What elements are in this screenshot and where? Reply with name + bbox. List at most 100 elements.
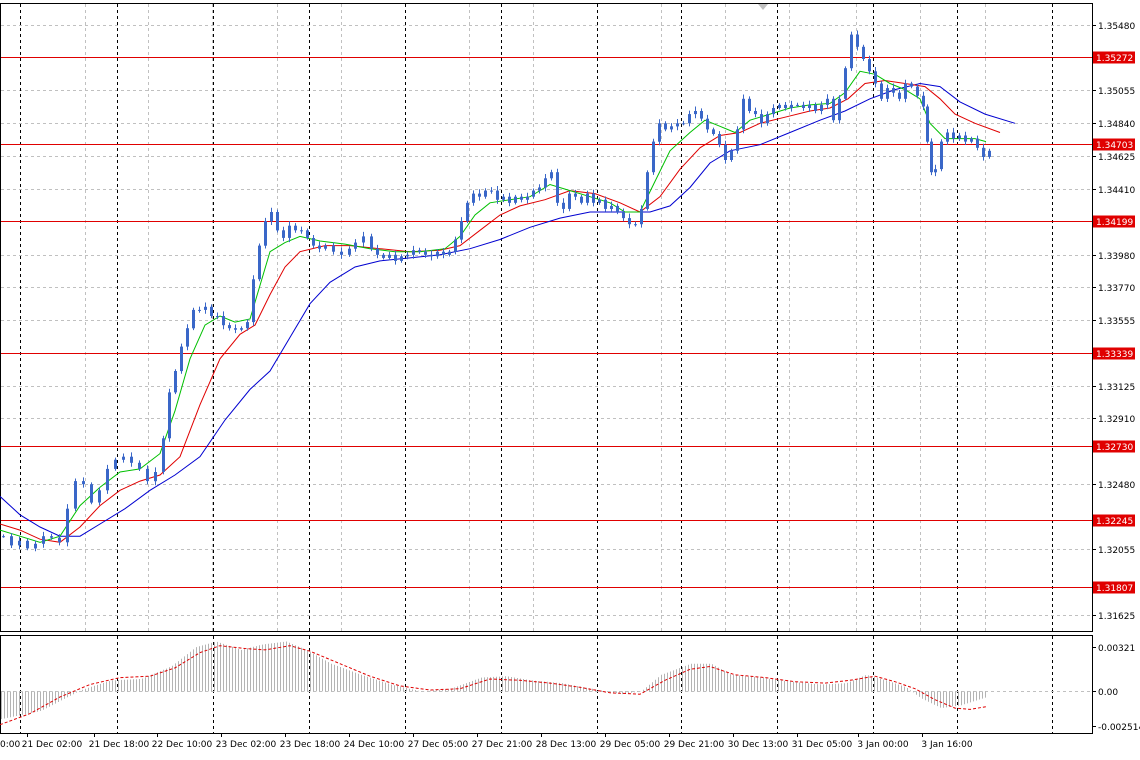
candle-body (802, 104, 805, 108)
candle-body (98, 490, 101, 503)
candle-body (306, 230, 309, 238)
time-tick-label: 27 Dec 21:00 (472, 740, 533, 750)
candle-body (162, 438, 165, 472)
price-tick-label: 1.33555 (1098, 317, 1135, 327)
candle-body (168, 392, 171, 439)
candle-body (332, 245, 335, 252)
candle-body (472, 193, 475, 203)
time-tick-label: 24 Dec 10:00 (344, 740, 405, 750)
time-tick-label: 21 Dec 02:00 (22, 740, 83, 750)
candle-body (394, 254, 397, 261)
level-label-box (1093, 440, 1135, 453)
candle-body (138, 462, 141, 469)
candle-body (114, 459, 117, 469)
candle-body (362, 236, 365, 243)
candle-body (724, 144, 727, 160)
candle-body (646, 172, 649, 209)
time-tick-label: 30 Dec 13:00 (728, 740, 789, 750)
candle-body (400, 256, 403, 261)
candle-body (730, 150, 733, 160)
candle-body (748, 98, 751, 111)
candle-body (146, 468, 149, 482)
time-tick-label: 27 Dec 05:00 (408, 740, 469, 750)
candle-body (622, 212, 625, 219)
candle-body (874, 71, 877, 84)
axes: 1.35480 1.35055 1.34840 1.34625 1.34410 1.339… (0, 22, 1140, 750)
candle-body (222, 316, 225, 326)
candle-body (814, 104, 817, 111)
candle-body (538, 187, 541, 191)
level-label: 1.33339 (1096, 350, 1133, 360)
candle-body (246, 322, 249, 329)
candle-body (982, 147, 985, 157)
level-label: 1.34199 (1096, 218, 1133, 228)
candle-body (808, 104, 811, 108)
candle-body (448, 251, 451, 255)
candle-body (66, 508, 69, 543)
candle-body (898, 92, 901, 99)
candle-body (574, 193, 577, 197)
candle-body (926, 106, 929, 142)
level-label-box (1093, 347, 1135, 360)
candle-body (892, 88, 895, 93)
main-plot-frame (0, 3, 1093, 632)
time-label-partial: 0:00 (0, 740, 20, 750)
candle-body (210, 306, 213, 316)
candle-body (868, 59, 871, 72)
candle-body (370, 236, 373, 249)
candle-body (916, 86, 919, 96)
candle-body (418, 250, 421, 252)
price-tick-label: 1.35055 (1098, 87, 1135, 97)
osc-tick-label: 0.00 (1098, 688, 1118, 698)
candle-body (718, 134, 721, 145)
candle-body (658, 123, 661, 142)
candle-body (754, 111, 757, 115)
candle-body (988, 150, 991, 157)
candle-body (300, 230, 303, 232)
candle-body (276, 212, 279, 231)
candle-body (508, 196, 511, 203)
candle-body (270, 212, 273, 222)
level-label: 1.32245 (1096, 517, 1133, 527)
price-tick-label: 1.34410 (1098, 186, 1135, 196)
candle-body (186, 328, 189, 347)
candle-body (850, 34, 853, 69)
candle-body (880, 83, 883, 99)
candle-body (790, 104, 793, 108)
price-tick-label: 1.32055 (1098, 546, 1135, 556)
candle-body (496, 190, 499, 200)
candle-body (442, 251, 445, 255)
candle-body (766, 114, 769, 124)
scroll-marker-icon (758, 4, 768, 10)
time-tick-label: 21 Dec 18:00 (89, 740, 150, 750)
ma-mid-line (0, 79, 1001, 543)
candle-body (820, 104, 823, 111)
candle-body (976, 138, 979, 148)
time-tick-label: 29 Dec 21:00 (664, 740, 725, 750)
candle-body (514, 196, 517, 203)
price-tick-label: 1.35480 (1098, 22, 1135, 32)
candle-body (652, 141, 655, 173)
candle-body (556, 172, 559, 203)
osc-tick-label: -0.002514 (1098, 723, 1140, 733)
candle-body (676, 123, 679, 127)
candle-body (264, 221, 267, 246)
candle-body (2, 536, 5, 538)
candle-body (376, 248, 379, 255)
candle-body (348, 248, 351, 255)
candle-body (502, 196, 505, 200)
candle-body (964, 135, 967, 142)
candle-body (784, 104, 787, 108)
candle-body (354, 242, 357, 249)
candle-body (10, 536, 13, 546)
candle-body (34, 543, 37, 549)
candle-body (604, 199, 607, 209)
price-tick-label: 1.32480 (1098, 481, 1135, 491)
time-tick-label: 28 Dec 13:00 (536, 740, 597, 750)
level-label-box (1093, 51, 1135, 64)
candle-body (946, 132, 949, 142)
candle-body (940, 141, 943, 170)
candle-body (550, 172, 553, 179)
level-label: 1.34703 (1096, 141, 1133, 151)
